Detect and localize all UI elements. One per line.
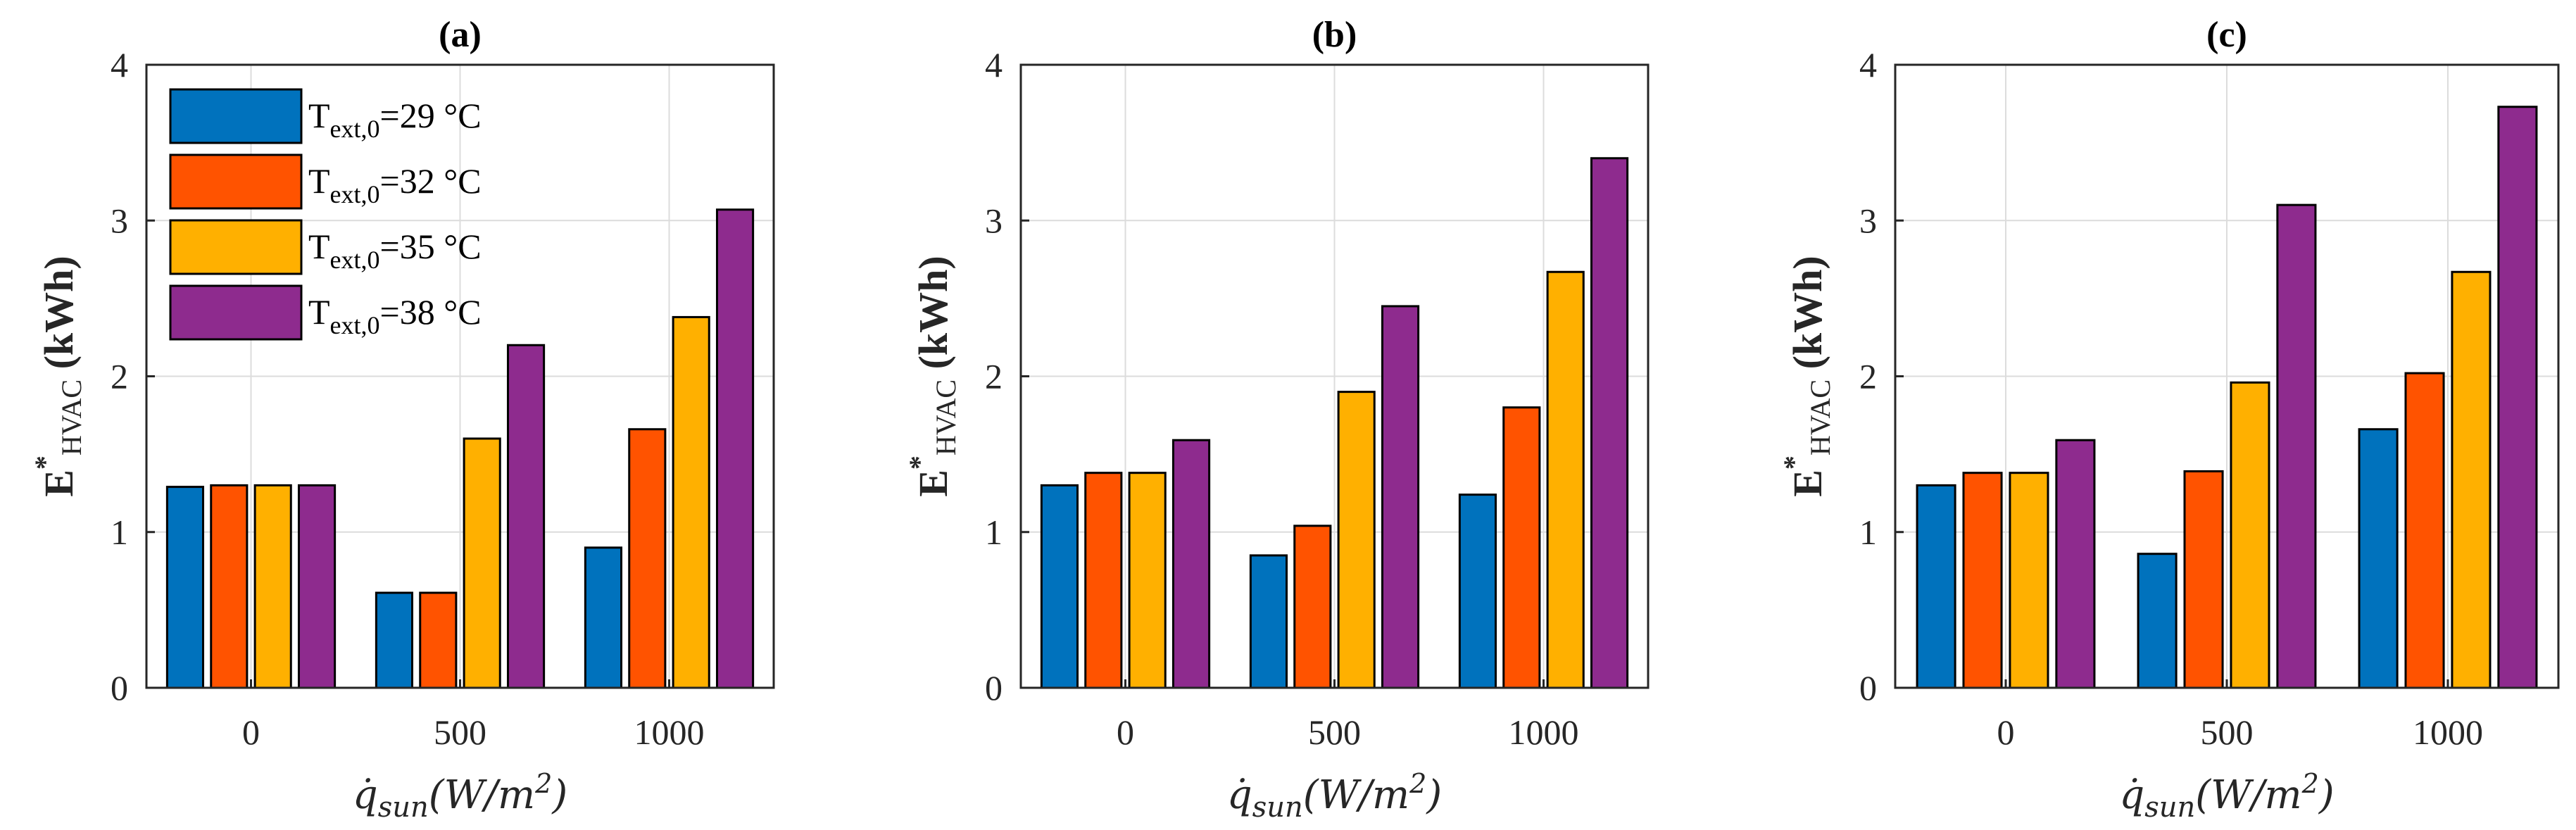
bar-35-1000[interactable] (2451, 270, 2492, 689)
y-tick-label: 4 (1859, 45, 1877, 84)
legend-entry-label: Text,0=35 °C (308, 227, 482, 274)
x-tick-label: 0 (1117, 712, 1134, 752)
y-tick-label: 3 (1859, 201, 1877, 240)
bar-32-1000[interactable] (628, 428, 667, 689)
bar-29-1000[interactable] (2358, 428, 2399, 689)
x-tick-label: 1000 (634, 712, 705, 752)
legend-entry-label: Text,0=38 °C (308, 292, 482, 339)
legend-swatch (169, 284, 303, 341)
y-tick-label: 4 (111, 45, 128, 84)
y-tick-label: 4 (985, 45, 1003, 84)
bar-29-1000[interactable] (1458, 493, 1497, 689)
bar-32-500[interactable] (1293, 524, 1332, 689)
x-tick-label: 500 (2201, 712, 2254, 752)
y-tick-label: 1 (1859, 513, 1877, 552)
bar-32-0[interactable] (1962, 472, 2003, 689)
bar-35-1000[interactable] (672, 315, 710, 689)
bar-38-0[interactable] (2055, 439, 2096, 689)
bar-35-500[interactable] (463, 437, 501, 689)
y-tick-label: 0 (1859, 668, 1877, 708)
chart-panel-a: 0 1 2 3 4 0 500 1000 (a) q̇sun(W/m2) E*HVAC (kWh) T… (29, 15, 775, 824)
bar-29-500[interactable] (375, 591, 414, 689)
bar-32-500[interactable] (2183, 470, 2224, 689)
bar-38-500[interactable] (506, 344, 546, 689)
bar-35-1000[interactable] (1546, 270, 1585, 689)
x-tick-label: 500 (1308, 712, 1361, 752)
y-axis-label: E*HVAC (kWh) (903, 256, 962, 497)
bar-35-0[interactable] (2009, 472, 2049, 689)
bar-38-1000[interactable] (1590, 157, 1629, 689)
bar-35-500[interactable] (2230, 381, 2270, 689)
bar-38-1000[interactable] (715, 208, 755, 689)
x-axis-label: q̇sun(W/m2) (2119, 768, 2334, 824)
bar-29-1000[interactable] (584, 546, 623, 689)
y-tick-label: 2 (1859, 357, 1877, 396)
bar-29-0[interactable] (1916, 484, 1956, 689)
y-tick-label: 2 (111, 357, 128, 396)
y-axis-label: E*HVAC (kWh) (1778, 256, 1836, 497)
y-tick-label: 0 (985, 668, 1003, 708)
x-axis-label: q̇sun(W/m2) (1227, 768, 1442, 824)
bar-32-0[interactable] (210, 484, 249, 689)
legend: Text,0=29 °C Text,0=32 °C Text,0=35 °C Text… (169, 88, 482, 341)
bar-35-0[interactable] (253, 484, 292, 689)
panel-title: (c) (2206, 15, 2247, 55)
bar-35-0[interactable] (1128, 472, 1167, 689)
bar-29-500[interactable] (2137, 553, 2178, 689)
y-axis-label: E*HVAC (kWh) (29, 256, 87, 497)
legend-swatch (169, 153, 303, 210)
bar-29-0[interactable] (1040, 484, 1079, 689)
bar-32-500[interactable] (419, 591, 458, 689)
bar-29-500[interactable] (1249, 554, 1288, 689)
chart-panel-b: 0 1 2 3 4 0 500 1000 (b) q̇sun(W/m2) E*HVAC (kWh) (903, 15, 1650, 824)
bar-38-0[interactable] (1171, 439, 1211, 689)
legend-swatch (169, 219, 303, 275)
bar-32-1000[interactable] (1502, 406, 1541, 689)
x-tick-label: 0 (242, 712, 260, 752)
y-tick-label: 1 (111, 513, 128, 552)
x-tick-label: 500 (434, 712, 486, 752)
panel-title: (a) (439, 15, 482, 55)
bar-29-0[interactable] (165, 486, 205, 689)
y-tick-label: 2 (985, 357, 1003, 396)
x-tick-label: 0 (1997, 712, 2015, 752)
bar-38-500[interactable] (1381, 305, 1420, 689)
legend-swatch (169, 88, 303, 144)
y-tick-label: 1 (985, 513, 1003, 552)
chart-panel-c: 0 1 2 3 4 0 500 1000 (c) q̇sun(W/m2) E*HVAC (kWh) (1778, 15, 2560, 824)
panel-title: (b) (1312, 15, 1357, 55)
legend-entry-label: Text,0=32 °C (308, 161, 482, 208)
bar-38-0[interactable] (297, 484, 337, 689)
y-tick-label: 0 (111, 668, 128, 708)
legend-entry-label: Text,0=29 °C (308, 96, 482, 143)
bar-38-500[interactable] (2276, 203, 2317, 689)
bar-38-1000[interactable] (2497, 106, 2538, 689)
x-axis-label: q̇sun(W/m2) (353, 768, 567, 824)
y-tick-label: 3 (985, 201, 1003, 240)
x-tick-label: 1000 (1509, 712, 1579, 752)
bar-32-1000[interactable] (2404, 372, 2445, 689)
bar-32-0[interactable] (1084, 472, 1123, 689)
bar-35-500[interactable] (1337, 391, 1376, 689)
y-tick-label: 3 (111, 201, 128, 240)
x-tick-label: 1000 (2413, 712, 2483, 752)
